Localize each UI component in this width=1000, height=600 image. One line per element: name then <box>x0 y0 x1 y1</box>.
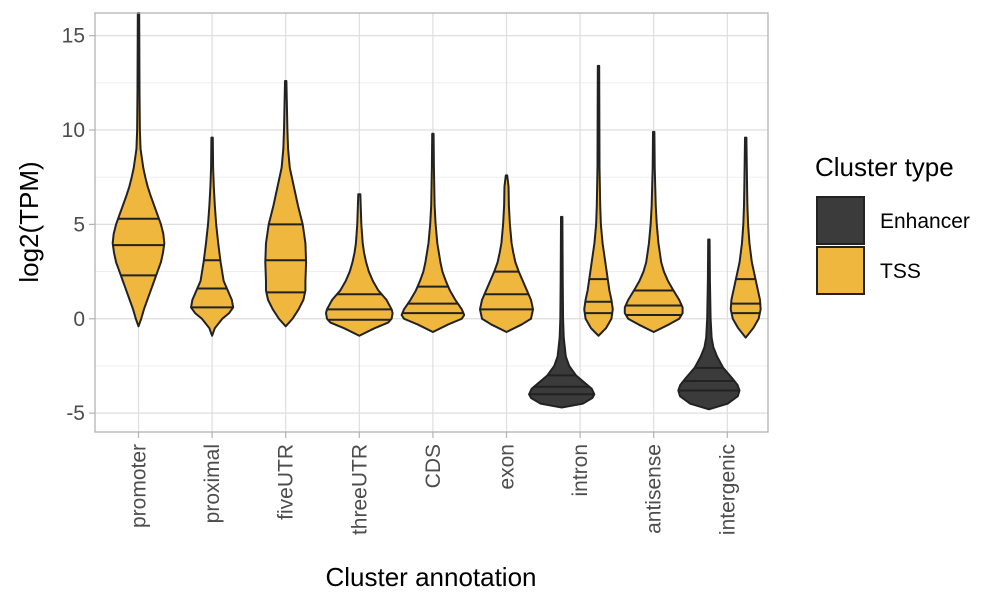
violin-antisense-tss <box>623 130 684 333</box>
x-tick-label-intergenic: intergenic <box>716 444 739 535</box>
y-tick-label: 10 <box>62 119 85 142</box>
x-tick-label-threeUTR: threeUTR <box>348 444 371 535</box>
x-tick-label-CDS: CDS <box>422 444 445 488</box>
y-tick-label: -5 <box>66 402 85 425</box>
x-axis-title: Cluster annotation <box>325 562 536 592</box>
violin-intergenic-tss <box>729 136 762 339</box>
y-tick-label: 5 <box>73 213 85 236</box>
violin-CDS-tss <box>400 132 466 333</box>
violin-intergenic-enhancer <box>677 238 741 411</box>
violin-intron-enhancer <box>528 215 596 409</box>
legend: Cluster type Enhancer TSS <box>815 152 970 295</box>
x-tick-label-promoter: promoter <box>128 444 151 528</box>
x-tick-label-proximal: proximal <box>201 444 224 523</box>
x-tick-label-antisense: antisense <box>643 444 666 534</box>
x-tick-label-exon: exon <box>496 444 519 490</box>
legend-swatch-enhancer <box>816 196 865 245</box>
violin-intron-tss <box>583 64 614 337</box>
x-axis: promoter proximal fiveUTR threeUTR CDS exon in… <box>128 432 739 535</box>
violin-fiveUTR-tss <box>264 79 308 328</box>
x-tick-label-intron: intron <box>569 444 592 497</box>
y-axis-title: log2(TPM) <box>14 161 44 282</box>
panel-border <box>94 12 769 433</box>
legend-swatch-tss <box>816 246 865 295</box>
legend-title: Cluster type <box>815 152 954 182</box>
legend-label-tss: TSS <box>880 260 921 283</box>
y-tick-label: 15 <box>62 25 85 48</box>
violins <box>111 12 762 411</box>
y-axis: -5 0 5 10 15 <box>62 25 95 425</box>
y-tick-label: 0 <box>73 308 85 331</box>
violin-exon-tss <box>478 174 535 333</box>
violin-proximal-tss <box>190 136 235 337</box>
violin-threeUTR-tss <box>324 193 394 337</box>
legend-label-enhancer: Enhancer <box>880 210 970 233</box>
x-tick-label-fiveUTR: fiveUTR <box>275 444 298 520</box>
